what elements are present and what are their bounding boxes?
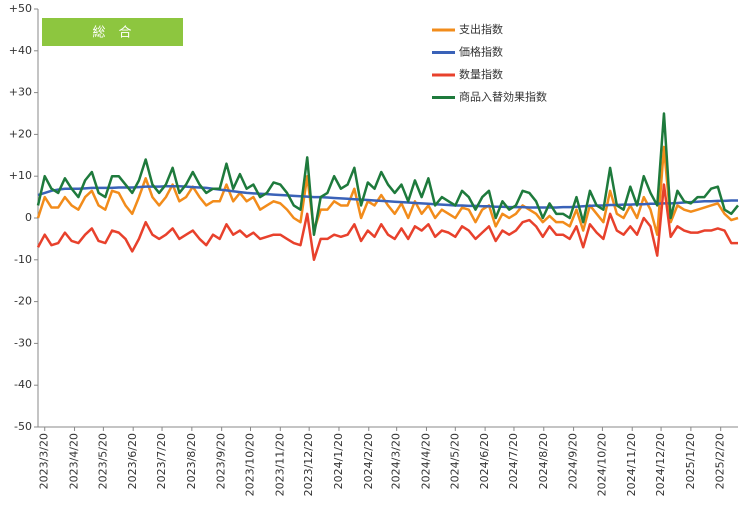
x-tick-label: 2024/6/20 xyxy=(478,433,491,489)
series-line xyxy=(36,145,739,236)
y-tick-label: -50 xyxy=(14,420,32,433)
x-tick-label: 2024/9/20 xyxy=(567,433,580,489)
x-tick-label: 2024/10/20 xyxy=(595,433,608,496)
x-tick-label: 2023/8/20 xyxy=(185,433,198,489)
x-tick-label: 2024/8/20 xyxy=(537,433,550,489)
x-tick-label: 2023/5/20 xyxy=(96,433,109,489)
x-tick-label: 2023/9/20 xyxy=(215,433,228,489)
y-tick-label: +10 xyxy=(9,169,32,182)
legend-label: 支出指数 xyxy=(459,22,503,36)
x-tick-label: 2023/11/20 xyxy=(273,433,286,496)
y-tick-label: 0 xyxy=(25,211,32,224)
y-tick-label: +30 xyxy=(9,86,32,99)
x-tick-label: 2024/4/20 xyxy=(419,433,432,489)
legend-label: 商品入替効果指数 xyxy=(459,90,547,104)
y-tick-label: -40 xyxy=(14,378,32,391)
series-line xyxy=(36,112,739,236)
y-tick-label: -20 xyxy=(14,295,32,308)
series-line xyxy=(36,183,738,262)
x-tick-label: 2023/7/20 xyxy=(155,433,168,489)
x-tick-label: 2024/1/20 xyxy=(332,433,345,489)
x-tick-label: 2024/3/20 xyxy=(390,433,403,489)
x-tick-label: 2023/3/20 xyxy=(38,433,51,489)
x-tick-label: 2025/1/20 xyxy=(684,433,697,489)
y-tick-label: +50 xyxy=(9,2,32,15)
x-tick-label: 2024/5/20 xyxy=(448,433,461,489)
x-tick-label: 2024/7/20 xyxy=(507,433,520,489)
x-tick-label: 2024/2/20 xyxy=(362,433,375,489)
x-tick-label: 2023/10/20 xyxy=(244,433,257,496)
y-tick-label: +40 xyxy=(9,44,32,57)
y-tick-label: -10 xyxy=(14,253,32,266)
x-tick-label: 2023/12/20 xyxy=(302,433,315,496)
x-tick-label: 2024/12/20 xyxy=(654,433,667,496)
legend-label: 数量指数 xyxy=(459,67,503,81)
x-tick-label: 2025/2/20 xyxy=(714,433,727,489)
x-tick-label: 2023/6/20 xyxy=(126,433,139,489)
y-tick-label: +20 xyxy=(9,127,32,140)
x-tick-label: 2023/4/20 xyxy=(68,433,81,489)
legend-label: 価格指数 xyxy=(459,45,503,59)
y-tick-label: -30 xyxy=(14,336,32,349)
x-tick-label: 2024/11/20 xyxy=(625,433,638,496)
title-box xyxy=(42,18,183,46)
chart-title: 総 合 xyxy=(92,26,131,41)
